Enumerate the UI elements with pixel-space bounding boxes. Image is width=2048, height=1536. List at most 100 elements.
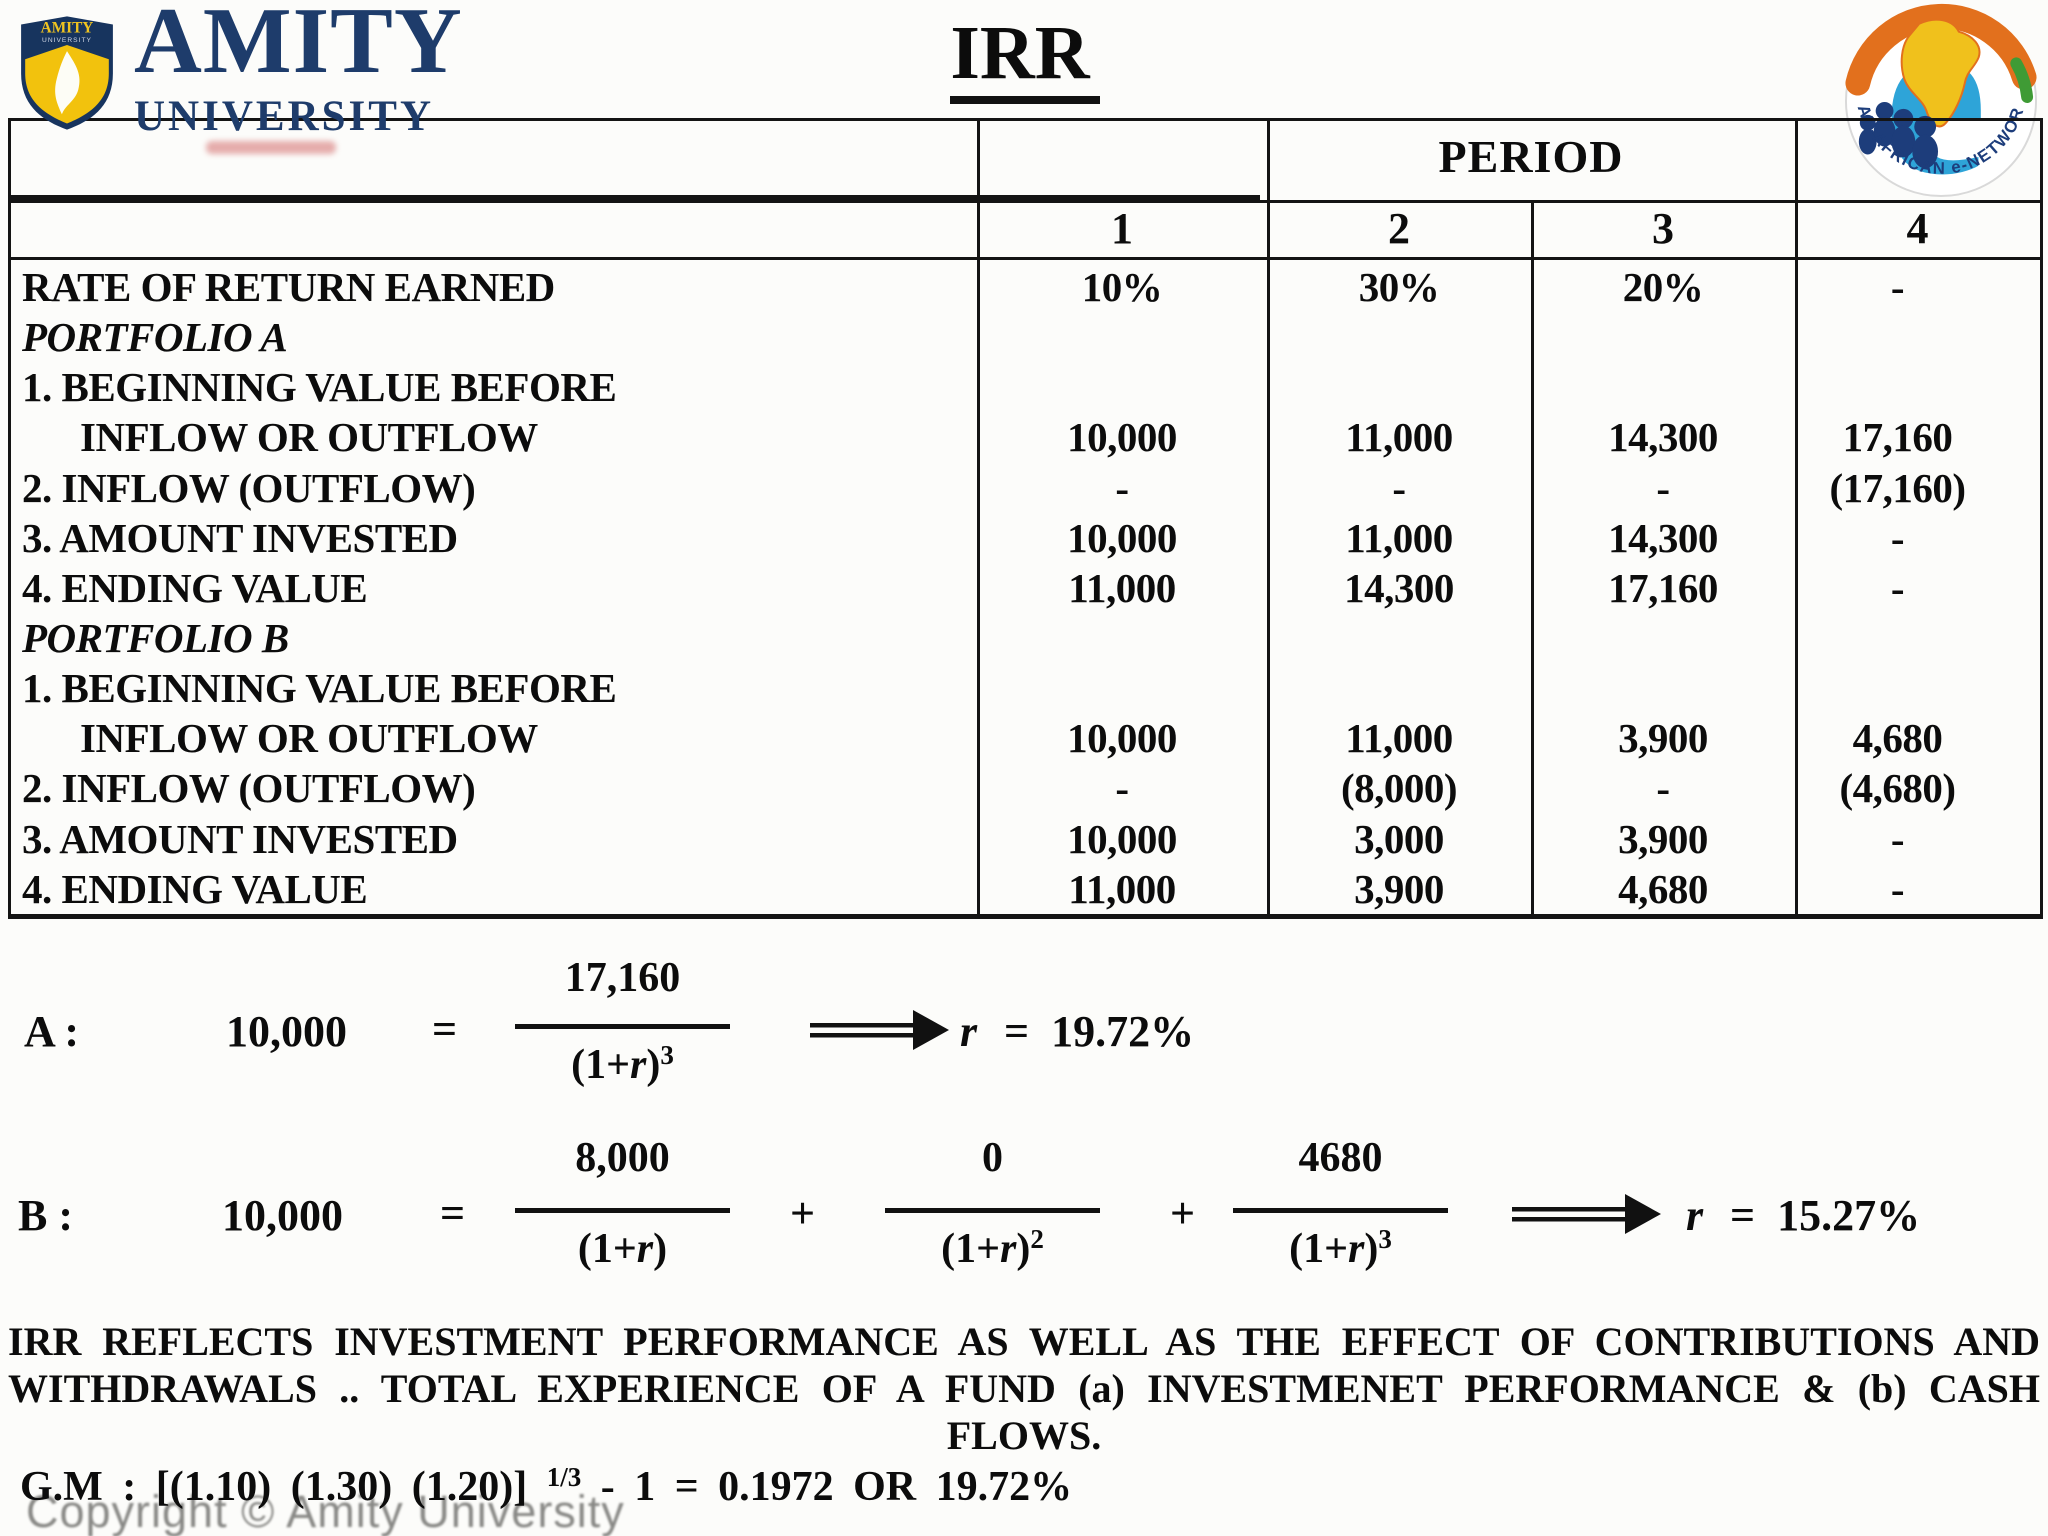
cell-value (1531, 312, 1795, 362)
cell-value: - (1656, 464, 1670, 511)
den-var: r (636, 1226, 654, 1272)
column-header-3: 3 (1652, 204, 1674, 253)
row-label: 4. ENDING VALUE (22, 865, 368, 912)
den-exponent: 3 (660, 1040, 674, 1070)
cell-value: - (1890, 514, 1905, 561)
den-var: r (630, 1042, 647, 1088)
fraction-bar (515, 1208, 730, 1213)
cell-value (1795, 312, 2000, 362)
cell-value: 17,160 (1842, 414, 1953, 461)
cell-value: 10% (1081, 264, 1163, 311)
cell-value: 10,000 (1067, 514, 1177, 561)
cell-value (1267, 663, 1531, 713)
table-left-border (8, 118, 11, 919)
implies-arrow-icon (810, 1010, 949, 1050)
table-value-column-3: 20% 14,300 - 14,300 17,160 3,900 - 3,900… (1531, 262, 1795, 914)
column-header-2: 2 (1388, 204, 1410, 253)
amity-red-tagline (206, 141, 336, 154)
copyright-watermark: Copyright © Amity University (26, 1486, 625, 1536)
cell-value: - (1115, 464, 1129, 511)
gm-prefix: G.M : [(1.10) (1.30) (1.20)] (20, 1464, 528, 1510)
column-header-4: 4 (1906, 204, 1929, 253)
cell-value: - (1656, 765, 1670, 812)
fraction-bar (885, 1208, 1100, 1213)
formula-b-term2-numerator: 0 (982, 1135, 1003, 1181)
cell-value: 30% (1358, 264, 1440, 311)
gm-exponent: 1/3 (546, 1462, 582, 1492)
cell-value: 10,000 (1067, 815, 1177, 862)
cell-value (1267, 362, 1531, 412)
row-label: PORTFOLIO B (22, 615, 289, 662)
cell-value: 10,000 (1067, 414, 1177, 461)
table-header-underline-thick (8, 195, 1260, 203)
cell-value: 14,300 (1608, 514, 1718, 561)
cell-value: - (1890, 865, 1905, 912)
period-header-cell: PERIOD (1438, 131, 1624, 182)
cell-value: (4,680) (1839, 765, 1956, 812)
formula-b-equals: = (440, 1189, 466, 1238)
implies-arrow-icon (1512, 1194, 1661, 1234)
cell-value (977, 613, 1267, 663)
geometric-mean-line: G.M : [(1.10) (1.30) (1.20)] 1/3 - 1 = 0… (20, 1462, 1072, 1511)
formula-b-term3-numerator: 4680 (1298, 1135, 1383, 1181)
row-label: RATE OF RETURN EARNED (22, 264, 555, 311)
formula-b-term1-numerator: 8,000 (575, 1135, 670, 1181)
den-close: ) (1016, 1226, 1031, 1272)
cell-value (1531, 663, 1795, 713)
row-label: 3. AMOUNT INVESTED (22, 514, 458, 561)
cell-value (1267, 613, 1531, 663)
table-vline-3 (1531, 200, 1534, 917)
formula-b-lhs: 10,000 (222, 1191, 343, 1240)
flame-icon (55, 51, 80, 115)
cell-value: 11,000 (1345, 514, 1453, 561)
cell-value: 11,000 (1068, 564, 1176, 611)
amity-wordmark-line2: UNIVERSITY (134, 93, 435, 140)
cell-value: 3,900 (1618, 715, 1708, 762)
table-value-column-1: 10% 10,000 - 10,000 11,000 10,000 - 10,0… (977, 262, 1267, 914)
plus-sign: + (790, 1189, 816, 1238)
fraction-bar (515, 1024, 730, 1029)
title-underline (950, 96, 1100, 104)
den-var: r (1000, 1226, 1017, 1272)
formula-a-numerator: 17,160 (564, 955, 681, 1001)
africa-map-shape (1900, 18, 1981, 128)
cell-value: (17,160) (1829, 464, 1966, 511)
formula-a-result: = 19.72% (1004, 1007, 1195, 1056)
table-header-divider-2 (8, 257, 2043, 260)
cell-value: - (1890, 564, 1905, 611)
cell-value: 3,900 (1354, 865, 1444, 912)
table-label-column: RATE OF RETURN EARNED PORTFOLIO A 1. BEG… (22, 262, 962, 914)
formula-b-result: = 15.27% (1730, 1191, 1921, 1240)
page-title: IRR (950, 11, 1090, 95)
shield-university-text: UNIVERSITY (42, 37, 92, 44)
fraction-bar (1233, 1208, 1448, 1213)
den-close: ) (646, 1042, 661, 1088)
summary-paragraph: IRR REFLECTS INVESTMENT PERFORMANCE AS W… (8, 1318, 2040, 1459)
row-label: PORTFOLIO A (22, 314, 288, 361)
formula-b-term3-denominator: (1+r)3 (1233, 1224, 1448, 1273)
cell-value: 11,000 (1345, 715, 1453, 762)
gm-suffix: - 1 = 0.1972 OR 19.72% (581, 1464, 1073, 1510)
formula-a-equals: = (432, 1005, 458, 1054)
den-open: (1+ (941, 1226, 1001, 1272)
formula-a-denominator: (1+r)3 (515, 1040, 730, 1089)
cell-value: 17,160 (1608, 564, 1718, 611)
people-silhouettes (1858, 101, 1939, 169)
row-label: 2. INFLOW (OUTFLOW) (22, 464, 476, 511)
row-label: INFLOW OR OUTFLOW (80, 414, 538, 461)
amity-shield-icon: AMITY UNIVERSITY (21, 16, 113, 130)
table-vline-4 (1795, 118, 1798, 917)
row-label: 2. INFLOW (OUTFLOW) (22, 765, 476, 812)
row-label: 4. ENDING VALUE (22, 564, 368, 611)
cell-value: - (1890, 815, 1905, 862)
cell-value (1795, 663, 2000, 713)
cell-value: 14,300 (1608, 414, 1718, 461)
formula-a-result-var: r (960, 1007, 978, 1056)
cell-value: (8,000) (1340, 765, 1458, 812)
summary-line: FLOWS. (946, 1413, 1102, 1458)
column-header-1: 1 (1111, 204, 1133, 253)
cell-value (1531, 362, 1795, 412)
row-label: INFLOW OR OUTFLOW (80, 715, 538, 762)
amity-logo: AMITY UNIVERSITY AMITY UNIVERSITY (0, 0, 620, 170)
